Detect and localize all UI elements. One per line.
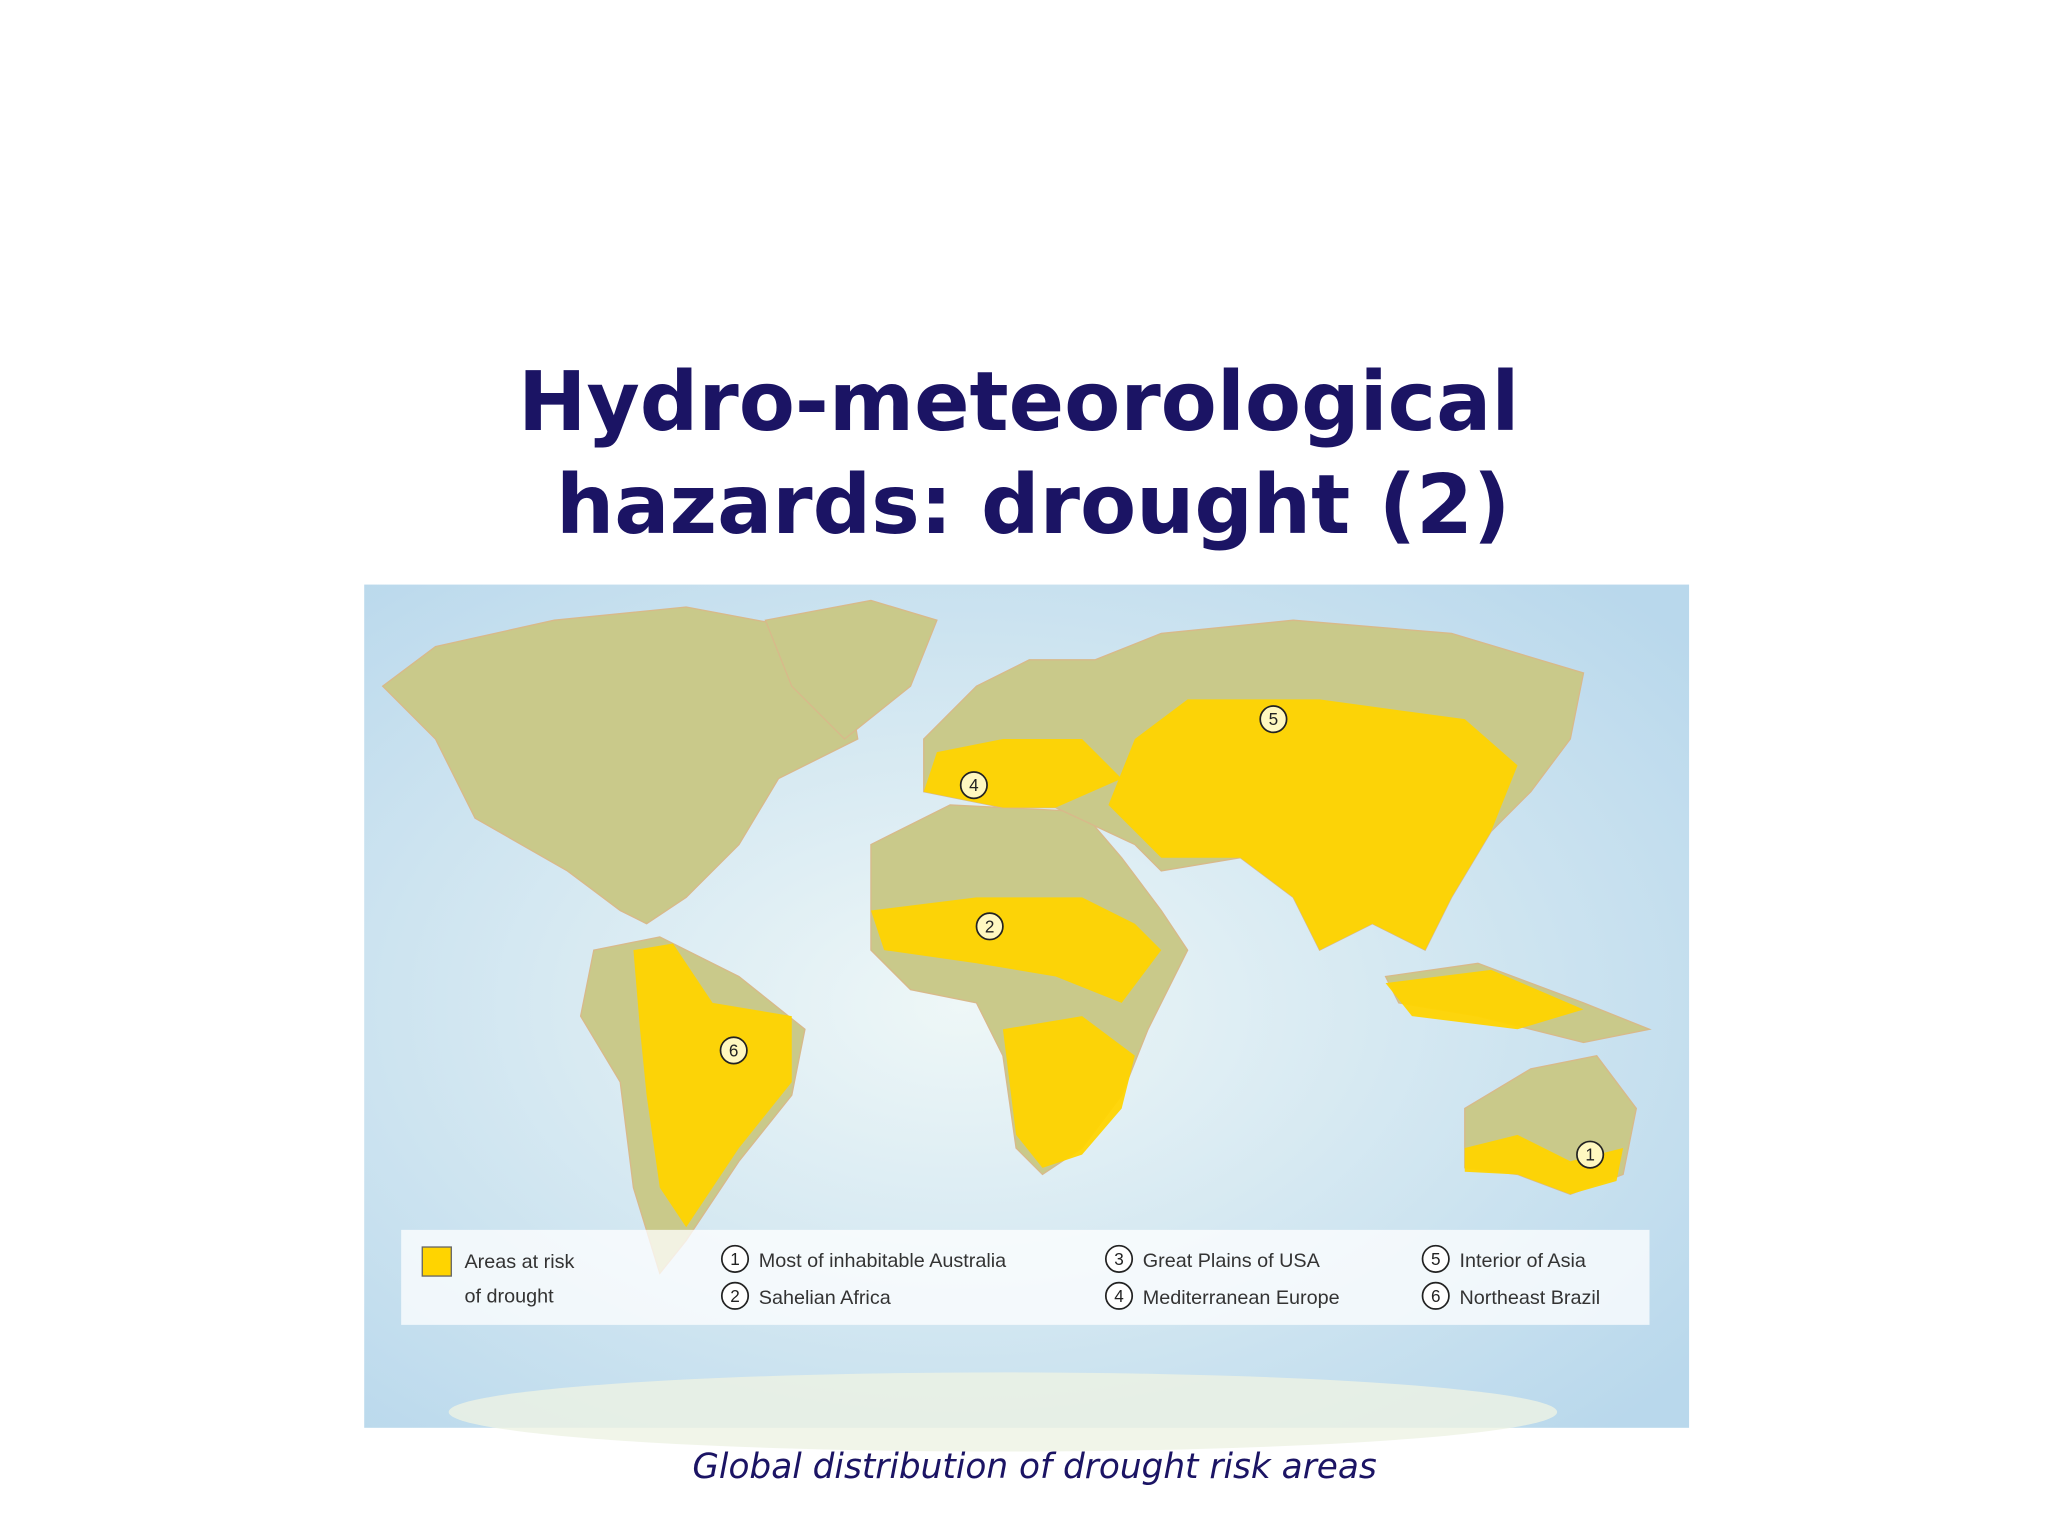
legend-number: 5 — [1431, 1249, 1441, 1269]
legend-number: 2 — [730, 1286, 740, 1306]
drought-area — [870, 897, 1162, 1003]
marker: 2 — [975, 912, 1004, 941]
legend-label: Mediterranean Europe — [1143, 1287, 1340, 1309]
legend-item: 4 Mediterranean Europe — [1104, 1281, 1340, 1310]
legend-text: Areas at risk — [464, 1251, 574, 1273]
legend-item: 1 Most of inhabitable Australia — [720, 1244, 1006, 1273]
legend-circle — [720, 1281, 750, 1310]
legend-number: 3 — [1114, 1249, 1124, 1269]
drought-area — [633, 943, 792, 1228]
legend-circle — [1104, 1244, 1134, 1273]
legend-number: 1 — [730, 1249, 740, 1269]
legend-label: Sahelian Africa — [759, 1287, 891, 1309]
drought-area — [1108, 699, 1518, 951]
marker-number: 5 — [1269, 709, 1279, 729]
legend-item: 6 Northeast Brazil — [1421, 1281, 1600, 1310]
drought-area — [1385, 969, 1584, 1030]
marker: 4 — [959, 771, 988, 800]
title-line: hazards: drought (2) — [556, 458, 1510, 553]
legend-label: Most of inhabitable Australia — [759, 1250, 1006, 1272]
marker: 5 — [1259, 705, 1288, 734]
legend-circle — [1421, 1244, 1450, 1273]
legend: Areas at risk of drought 1 Most of inhabi… — [401, 1229, 1650, 1325]
drought-area — [1464, 1134, 1624, 1195]
legend-circle — [1104, 1281, 1134, 1310]
legend-text: of drought — [464, 1285, 554, 1307]
caption: Global distribution of drought risk area… — [692, 1447, 1377, 1487]
legend-item: 5 Interior of Asia — [1421, 1244, 1586, 1273]
legend-label: Interior of Asia — [1459, 1250, 1585, 1272]
marker-number: 1 — [1585, 1145, 1595, 1165]
legend-item: 2 Sahelian Africa — [720, 1281, 891, 1310]
legend-item: 3 Great Plains of USA — [1104, 1244, 1321, 1273]
marker-number: 4 — [969, 775, 979, 795]
legend-number: 6 — [1431, 1286, 1441, 1306]
legend-number: 4 — [1114, 1286, 1124, 1306]
marker-number: 2 — [985, 916, 995, 936]
legend-label: Great Plains of USA — [1143, 1250, 1321, 1272]
title-line: Hydro-meteorological — [518, 355, 1519, 450]
legend-circle — [1421, 1281, 1450, 1310]
legend-circle — [720, 1244, 750, 1273]
greenland — [764, 599, 938, 740]
north-america — [381, 606, 859, 925]
marker: 6 — [719, 1036, 748, 1065]
marker: 1 — [1576, 1140, 1605, 1169]
legend-label: Northeast Brazil — [1459, 1287, 1600, 1309]
map: 5 4 2 6 1 Areas at risk of drought 1 Most… — [364, 584, 1690, 1452]
drought-area — [1002, 1016, 1135, 1168]
legend-box — [401, 1229, 1650, 1325]
legend-swatch — [421, 1246, 452, 1277]
legend-items: 1 Most of inhabitable Australia 2 Sahelian … — [720, 1244, 1600, 1310]
marker-number: 6 — [729, 1040, 739, 1060]
antarctica — [448, 1372, 1558, 1452]
